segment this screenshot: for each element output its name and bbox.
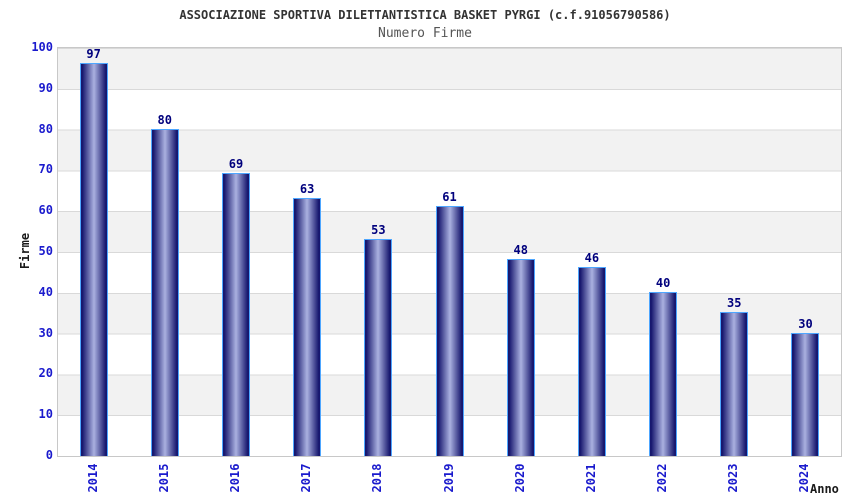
x-tick-label: 2023 — [726, 463, 741, 493]
bar-slot: 35 — [699, 48, 770, 456]
bar-value-label: 97 — [86, 47, 101, 61]
x-tick-slot: 2022 — [627, 456, 698, 500]
y-tick-label: 90 — [38, 80, 53, 95]
x-tick-label: 2018 — [370, 463, 385, 493]
bar-value-label: 30 — [798, 316, 813, 331]
bar-slot: 80 — [129, 48, 200, 456]
bar-slot: 69 — [200, 48, 271, 456]
bar-slot: 63 — [272, 48, 343, 456]
y-tick-label: 80 — [38, 121, 53, 136]
bar-slot: 40 — [628, 48, 699, 456]
bar — [79, 63, 108, 456]
y-tick-label: 20 — [38, 366, 53, 381]
x-tick-slot: 2018 — [342, 456, 413, 500]
y-tick-label: 50 — [38, 244, 53, 258]
bar — [435, 206, 464, 456]
bar-slot: 46 — [556, 48, 627, 456]
bar — [150, 128, 179, 456]
bar-value-label: 63 — [299, 181, 315, 196]
bar-value-label: 80 — [157, 112, 172, 127]
y-tick-label: 40 — [38, 284, 53, 299]
bar-value-label: 46 — [584, 251, 600, 266]
x-tick-label: 2019 — [441, 463, 456, 493]
chart-title: ASSOCIAZIONE SPORTIVA DILETTANTISTICA BA… — [179, 8, 671, 22]
chart-subtitle: Numero Firme — [378, 26, 472, 41]
x-tick-slot: 2015 — [128, 456, 199, 500]
bar-value-label: 53 — [371, 222, 386, 237]
bar-slot: 61 — [414, 48, 485, 456]
x-tick-slot: 2014 — [57, 456, 128, 500]
x-axis-tick-labels: 2014 2015 2016 2017 2018 2019 2020 2021 2022 2023… — [57, 456, 840, 500]
x-tick-label: 2020 — [512, 463, 527, 493]
y-tick-label: 30 — [38, 325, 53, 340]
y-axis-tick-labels: 0 10 20 30 40 50 60 70 80 90 100 — [0, 0, 53, 500]
bar — [364, 238, 393, 456]
x-tick-label: 2021 — [583, 463, 598, 493]
y-tick-label: 0 — [45, 448, 53, 462]
x-tick-slot: 2023 — [698, 456, 769, 500]
y-tick-label: 10 — [38, 407, 53, 422]
x-axis-title: Anno — [810, 482, 839, 496]
bar — [577, 267, 606, 456]
y-tick-label: 70 — [38, 162, 53, 177]
bar — [293, 197, 322, 456]
plot-area: 97 80 69 63 53 61 48 46 40 35 30 — [57, 47, 842, 457]
x-tick-label: 2022 — [655, 463, 670, 493]
bar-slot: 53 — [343, 48, 414, 456]
bar — [720, 312, 749, 456]
bar — [649, 291, 678, 456]
x-tick-label: 2017 — [299, 463, 314, 493]
x-tick-slot: 2016 — [199, 456, 270, 500]
x-tick-slot: 2017 — [271, 456, 342, 500]
x-tick-label: 2016 — [227, 463, 242, 493]
x-tick-label: 2015 — [156, 463, 171, 493]
x-tick-label: 2014 — [85, 463, 100, 493]
y-tick-label: 60 — [38, 203, 53, 218]
y-tick-label: 100 — [31, 40, 53, 54]
bar-value-label: 35 — [727, 296, 742, 311]
bar — [221, 173, 250, 456]
x-tick-slot: 2021 — [555, 456, 626, 500]
bar — [506, 259, 535, 456]
bar-value-label: 61 — [442, 190, 457, 205]
bar-value-label: 69 — [228, 157, 244, 172]
bar-value-label: 40 — [655, 275, 671, 290]
bar-slot: 48 — [485, 48, 556, 456]
bar-slot: 97 — [58, 48, 129, 456]
x-tick-slot: 2019 — [413, 456, 484, 500]
bar-slot: 30 — [770, 48, 841, 456]
x-tick-slot: 2020 — [484, 456, 555, 500]
bar-value-label: 48 — [513, 243, 528, 258]
bar — [791, 332, 820, 456]
